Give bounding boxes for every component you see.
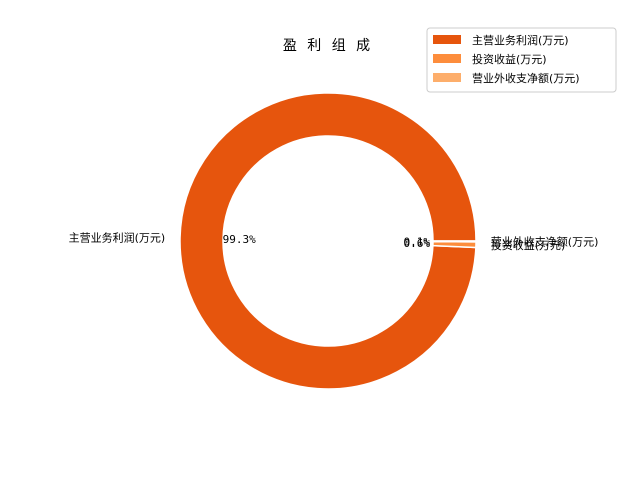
legend-entry: 营业外收支净额(万元) <box>472 71 580 85</box>
chart-title: 盈 利 组 成 <box>283 38 373 54</box>
donut-slice <box>432 240 477 243</box>
legend-swatch <box>433 54 461 63</box>
legend-entry: 投资收益(万元) <box>472 52 547 66</box>
legend-swatch <box>433 73 461 82</box>
donut-slice <box>179 92 477 390</box>
slice-category-label: 营业外收支净额(万元) <box>491 235 599 249</box>
legend-frame <box>426 27 617 93</box>
slice-percent-label: 0.6% <box>404 237 431 250</box>
legend-swatch <box>433 35 461 44</box>
legend-entry: 主营业务利润(万元) <box>472 33 569 47</box>
slice-percent-label: 99.3% <box>223 233 256 246</box>
slice-labels: 主营业务利润(万元) 99.3% 投资收益(万元) 0.6% 营业外收支净额(万元) 0.… <box>69 230 599 252</box>
slice-category-label: 投资收益(万元) <box>491 238 566 252</box>
slice-category-label: 主营业务利润(万元) <box>69 230 166 244</box>
slice-percent-label: 0.1% <box>404 235 431 248</box>
donut-slices <box>179 92 477 390</box>
legend: 主营业务利润(万元) 投资收益(万元) 营业外收支净额(万元) <box>426 27 617 93</box>
